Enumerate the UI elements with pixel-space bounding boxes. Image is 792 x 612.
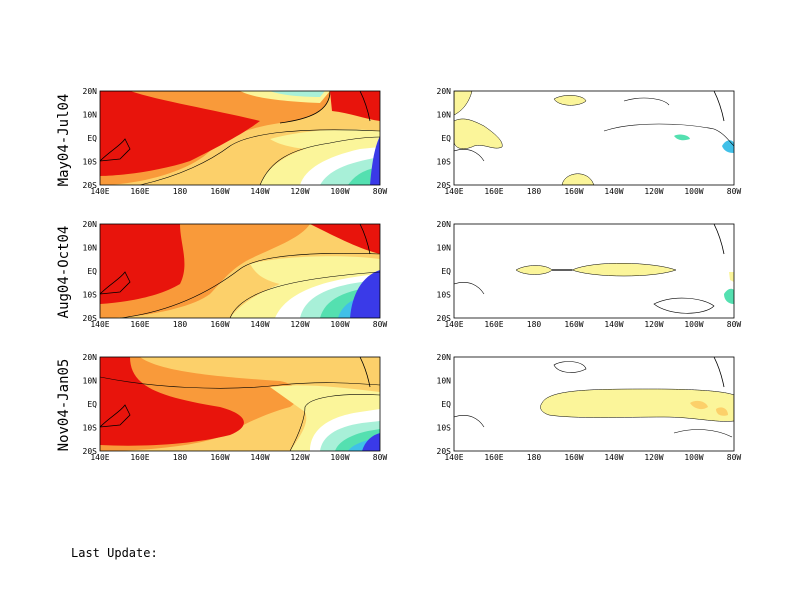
- x-tick-label: 120W: [644, 453, 663, 462]
- x-tick-label: 100W: [330, 453, 349, 462]
- x-tick-label: 140W: [250, 320, 269, 329]
- y-tick-label: EQ: [87, 400, 97, 409]
- x-tick-label: 160E: [130, 320, 149, 329]
- x-tick-label: 140W: [604, 320, 623, 329]
- x-tick-label: 80W: [373, 453, 388, 462]
- x-tick-label: 80W: [373, 187, 388, 196]
- x-tick-label: 100W: [330, 187, 349, 196]
- y-tick-label: 20N: [437, 353, 452, 362]
- row-1: May04-Jul04: [56, 90, 735, 187]
- x-tick-label: 180: [527, 453, 542, 462]
- x-tick-label: 140W: [604, 453, 623, 462]
- x-tick-label: 120W: [644, 320, 663, 329]
- y-tick-label: 20S: [437, 447, 452, 456]
- x-tick-label: 140E: [444, 187, 463, 196]
- x-tick-label: 180: [527, 187, 542, 196]
- y-tick-label: 20N: [83, 353, 98, 362]
- x-tick-label: 160E: [484, 187, 503, 196]
- map-panel-left-1: [99, 90, 381, 186]
- axis-tick-labels: 140E 160E 180 160W 140W 120W 100W 80W 20N 10N EQ 10…: [83, 87, 742, 462]
- map-panel-right-3: [453, 356, 735, 452]
- x-tick-label: 100W: [684, 320, 703, 329]
- y-tick-label: EQ: [87, 267, 97, 276]
- row-3: Nov04-Jan05: [56, 356, 735, 452]
- x-tick-label: 160E: [484, 320, 503, 329]
- y-tick-label: 20N: [437, 87, 452, 96]
- x-tick-label: 140W: [250, 187, 269, 196]
- x-tick-label: 120W: [290, 187, 309, 196]
- y-tick-label: 10S: [83, 158, 98, 167]
- map-panel-right-1: [453, 90, 735, 186]
- x-tick-label: 160W: [564, 320, 583, 329]
- y-tick-label: EQ: [87, 134, 97, 143]
- x-tick-label: 140E: [90, 187, 109, 196]
- x-tick-label: 180: [173, 187, 188, 196]
- x-tick-label: 160W: [564, 453, 583, 462]
- x-tick-label: 180: [527, 320, 542, 329]
- y-tick-label: 10S: [83, 424, 98, 433]
- map-panel-right-2: [453, 223, 735, 319]
- x-tick-label: 140W: [604, 187, 623, 196]
- y-tick-label: 20S: [437, 181, 452, 190]
- x-tick-label: 160W: [210, 320, 229, 329]
- y-tick-label: 20N: [83, 220, 98, 229]
- x-tick-label: 180: [173, 453, 188, 462]
- y-tick-label: EQ: [441, 134, 451, 143]
- y-tick-label: EQ: [441, 400, 451, 409]
- map-panel-left-3: [99, 356, 381, 452]
- x-tick-label: 80W: [373, 320, 388, 329]
- y-tick-label: 20S: [437, 314, 452, 323]
- y-tick-label: 10N: [83, 244, 98, 253]
- y-tick-label: 20S: [83, 447, 98, 456]
- row-label-1: May04-Jul04: [56, 94, 72, 187]
- y-tick-label: 10S: [437, 424, 452, 433]
- x-tick-label: 160E: [130, 453, 149, 462]
- y-tick-label: 10N: [437, 377, 452, 386]
- x-tick-label: 120W: [290, 453, 309, 462]
- x-tick-label: 180: [173, 320, 188, 329]
- y-tick-label: 10S: [437, 158, 452, 167]
- y-tick-label: 10N: [83, 377, 98, 386]
- row-label-2: Aug04-Oct04: [56, 226, 72, 319]
- map-panel-left-2: [99, 223, 381, 319]
- x-tick-label: 140E: [90, 320, 109, 329]
- y-tick-label: 10S: [83, 291, 98, 300]
- y-tick-label: 20S: [83, 181, 98, 190]
- y-tick-label: 20S: [83, 314, 98, 323]
- x-tick-label: 80W: [727, 187, 742, 196]
- x-tick-label: 160W: [564, 187, 583, 196]
- x-tick-label: 80W: [727, 320, 742, 329]
- x-tick-label: 140E: [90, 453, 109, 462]
- x-tick-label: 160W: [210, 187, 229, 196]
- x-tick-label: 140E: [444, 453, 463, 462]
- y-tick-label: 10S: [437, 291, 452, 300]
- x-tick-label: 120W: [644, 187, 663, 196]
- y-tick-label: 20N: [437, 220, 452, 229]
- x-tick-label: 80W: [727, 453, 742, 462]
- y-tick-label: 20N: [83, 87, 98, 96]
- y-tick-label: 10N: [83, 111, 98, 120]
- y-tick-label: 10N: [437, 111, 452, 120]
- x-tick-label: 160E: [130, 187, 149, 196]
- x-tick-label: 140E: [444, 320, 463, 329]
- x-tick-label: 120W: [290, 320, 309, 329]
- x-tick-label: 160W: [210, 453, 229, 462]
- x-tick-label: 100W: [330, 320, 349, 329]
- last-update-label: Last Update:: [71, 546, 158, 560]
- y-tick-label: 10N: [437, 244, 452, 253]
- row-2: Aug04-Oct04: [56, 223, 735, 319]
- x-tick-label: 100W: [684, 187, 703, 196]
- x-tick-label: 140W: [250, 453, 269, 462]
- row-label-3: Nov04-Jan05: [56, 359, 72, 452]
- x-tick-label: 160E: [484, 453, 503, 462]
- y-tick-label: EQ: [441, 267, 451, 276]
- x-tick-label: 100W: [684, 453, 703, 462]
